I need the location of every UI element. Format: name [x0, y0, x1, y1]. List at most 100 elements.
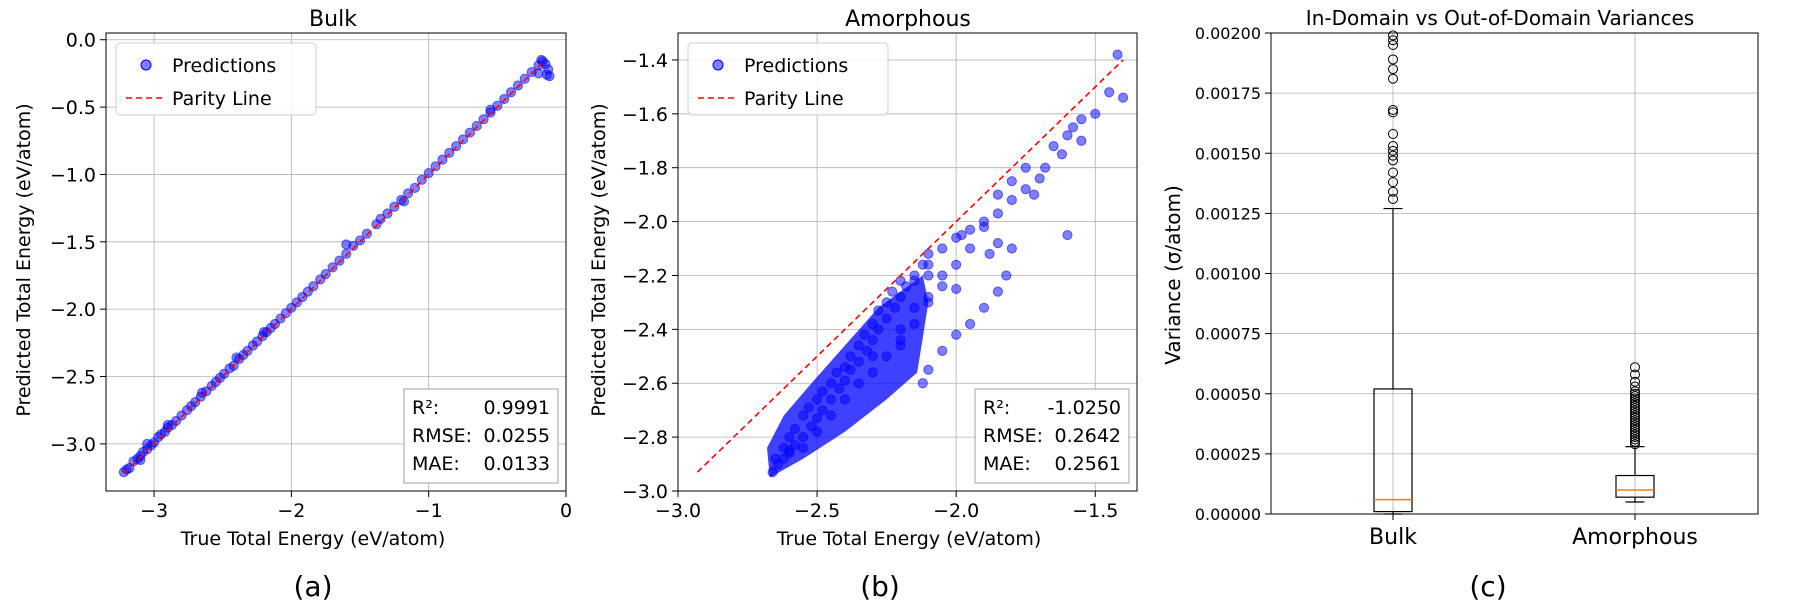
p1-data-point — [839, 375, 851, 386]
p1-data-point — [978, 302, 990, 313]
p2-amorphous-outlier — [1630, 369, 1640, 380]
p0-stats-mae-value: 0.0133 — [484, 453, 550, 475]
p2-bulk-outlier — [1388, 64, 1398, 75]
panel-a-ylabel: Predicted Total Energy (eV/atom) — [13, 103, 35, 416]
p0-data-point — [505, 87, 517, 98]
p0-data-point — [464, 127, 475, 138]
p1-x-tick-label: −1.5 — [1072, 500, 1118, 522]
p0-legend-box — [115, 42, 317, 116]
p1-stats-mae-label: MAE: — [983, 453, 1031, 475]
p2-amorphous-outlier — [1630, 398, 1640, 409]
p0-data-point — [451, 141, 462, 152]
p1-data-point — [992, 208, 1004, 219]
p1-y-tick-label: −2.0 — [622, 212, 668, 234]
p1-data-point — [873, 305, 884, 316]
p1-data-point — [964, 318, 976, 330]
p1-y-tick-label: −1.8 — [622, 158, 668, 180]
p1-data-point — [831, 367, 842, 378]
p1-y-tick-label: −1.6 — [622, 104, 668, 126]
p1-data-point — [798, 432, 809, 443]
p0-data-point — [544, 71, 555, 82]
p1-data-point — [811, 426, 823, 437]
p1-data-point — [789, 440, 800, 451]
p2-amorphous-outlier — [1630, 388, 1640, 399]
p0-data-point — [423, 167, 434, 179]
p1-data-point — [895, 291, 906, 303]
p0-data-point — [308, 281, 319, 292]
p1-data-point — [1076, 114, 1087, 125]
p1-data-point — [811, 413, 823, 424]
p1-data-point — [867, 318, 878, 330]
p1-parity-line — [696, 59, 1124, 473]
p2-bulk-outlier — [1388, 40, 1398, 51]
p0-x-tick-label: −2 — [277, 500, 305, 522]
p1-data-point — [895, 275, 906, 286]
p1-data-point — [825, 378, 837, 389]
p0-y-tick-label: −1.0 — [50, 164, 96, 186]
p1-data-point — [951, 283, 962, 295]
p1-data-point — [1104, 87, 1115, 98]
p0-data-point — [361, 228, 372, 239]
p1-y-tick-label: −1.4 — [622, 50, 668, 72]
p0-data-point — [327, 262, 338, 273]
p1-data-point — [859, 329, 870, 340]
p0-data-point — [457, 134, 469, 145]
p1-data-point — [798, 442, 809, 453]
p1-data-point — [937, 281, 948, 292]
p0-data-point — [389, 201, 400, 212]
p1-plot-frame — [677, 32, 1138, 492]
p1-data-point — [895, 335, 906, 346]
p1-data-point — [889, 302, 901, 313]
p1-data-point — [817, 386, 828, 397]
p0-stats-r2-value: 0.9991 — [484, 397, 550, 419]
p1-data-point — [1001, 270, 1012, 281]
p2-bulk-outlier — [1388, 141, 1398, 152]
p1-data-point — [909, 302, 920, 313]
p1-legend-box — [687, 42, 889, 116]
p0-legend-label-predictions: Predictions — [172, 55, 276, 77]
p1-y-tick-label: −2.4 — [622, 319, 668, 341]
p1-stats-rmse-value: 0.2642 — [1055, 425, 1121, 447]
p0-plot-frame — [105, 32, 567, 492]
p1-data-point — [770, 453, 781, 464]
p0-data-point — [437, 154, 448, 165]
p0-x-tick-label: 0 — [560, 500, 572, 522]
p2-amorphous-outlier — [1630, 422, 1640, 433]
p1-y-tick-label: −3.0 — [622, 481, 668, 503]
p2-bulk-outlier — [1388, 167, 1398, 178]
p2-bulk-outlier — [1388, 150, 1398, 161]
p2-amorphous-outlier — [1630, 429, 1640, 440]
p1-data-point — [1048, 141, 1059, 152]
p1-data-point — [937, 243, 948, 254]
p1-data-point — [1006, 176, 1017, 187]
p1-data-point — [1090, 108, 1101, 119]
p1-data-point — [811, 394, 823, 405]
p0-y-tick-label: 0.0 — [66, 30, 96, 52]
p0-stats-rmse-value: 0.0255 — [484, 425, 550, 447]
panel-b-label: (b) — [860, 570, 900, 603]
p0-data-point — [430, 161, 441, 172]
p0-data-point — [402, 188, 414, 199]
p2-y-tick-label: 0.00125 — [1195, 204, 1261, 223]
p1-data-point — [1006, 194, 1017, 206]
p1-data-point — [887, 286, 898, 297]
p1-data-point — [984, 248, 995, 260]
p0-data-point — [354, 235, 366, 246]
p2-bulk-outlier — [1388, 145, 1398, 156]
p1-legend-label-parity: Parity Line — [744, 88, 844, 110]
p2-plot-frame — [1270, 32, 1759, 515]
p1-data-point — [825, 394, 837, 405]
p1-data-point — [1020, 162, 1031, 173]
p2-bulk-outlier — [1388, 155, 1398, 166]
p2-amorphous-outlier — [1630, 420, 1640, 431]
p1-legend-label-predictions: Predictions — [744, 55, 848, 77]
p1-data-point — [867, 351, 878, 362]
p1-data-point — [956, 229, 967, 241]
p1-data-point — [845, 351, 856, 362]
p0-stats-rmse-label: RMSE: — [412, 425, 472, 447]
p2-amorphous-outlier — [1630, 412, 1640, 423]
p2-amorphous-outlier — [1630, 400, 1640, 411]
p2-amorphous-outlier — [1630, 407, 1640, 418]
p2-amorphous-outlier — [1630, 393, 1640, 404]
p0-data-point — [471, 120, 482, 132]
